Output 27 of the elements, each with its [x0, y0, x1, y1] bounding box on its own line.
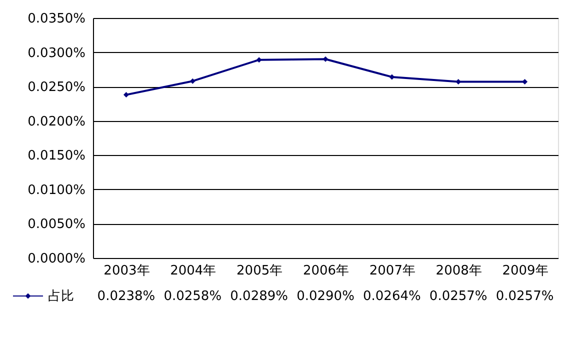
- y-tick-label: 0.0350%: [28, 12, 86, 26]
- x-tick-label: 2005年: [236, 264, 283, 278]
- point: [190, 78, 196, 84]
- x-tick-label: 2007年: [369, 264, 416, 278]
- data-label: 0.0289%: [230, 289, 288, 304]
- data-label: 0.0290%: [296, 289, 354, 304]
- data-label: 0.0257%: [429, 289, 488, 304]
- y-tick-label: 0.0300%: [28, 46, 86, 61]
- x-tick-label: 2006年: [302, 264, 350, 278]
- data-label: 0.0264%: [363, 289, 421, 304]
- point: [522, 79, 528, 85]
- y-tick-label: 0.0050%: [28, 217, 86, 232]
- x-tick-label: 2009年: [502, 264, 548, 278]
- y-tick-label: 0.0250%: [28, 80, 86, 96]
- x-tick-label: 2004年: [170, 264, 216, 278]
- x-tick-label: 2003年: [104, 264, 150, 278]
- x-tick-label: 2008年: [436, 264, 482, 278]
- data-label: 0.0257%: [496, 289, 554, 304]
- point: [256, 57, 262, 63]
- y-tick-label: 0.0150%: [28, 148, 86, 164]
- point: [123, 92, 129, 98]
- y-tick-label: 0.0200%: [28, 114, 86, 130]
- y-tick-label: 0.0100%: [28, 182, 86, 198]
- y-tick-label: 0.0000%: [28, 252, 86, 266]
- legend-label: 占比: [48, 289, 74, 304]
- data-label: 0.0258%: [164, 289, 222, 304]
- data-label: 0.0238%: [97, 289, 156, 304]
